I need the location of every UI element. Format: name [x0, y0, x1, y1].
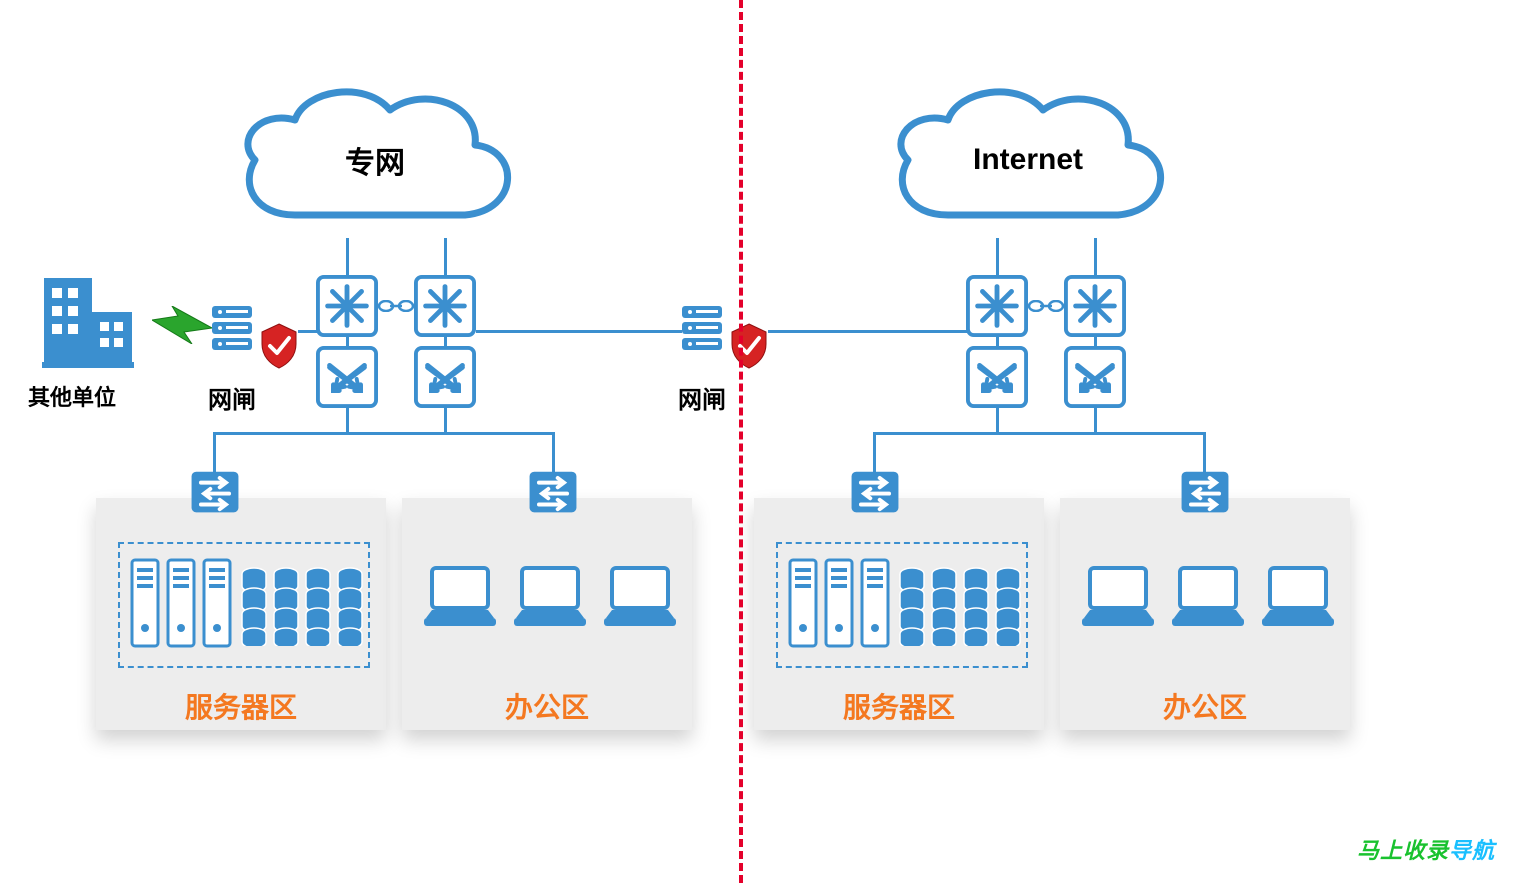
aggregation-switch-icon [1180, 470, 1230, 514]
connection-line [873, 432, 876, 472]
connection-line [1094, 406, 1097, 434]
left-gateway-label: 网闸 [208, 380, 256, 415]
connection-line [1203, 432, 1206, 472]
database-icon [930, 566, 958, 646]
external-org-label: 其他单位 [28, 380, 116, 412]
security-boundary-divider [739, 0, 743, 883]
database-icon [336, 566, 364, 646]
right-server-zone-label: 服务器区 [754, 686, 1044, 726]
core-switch-icon [1064, 346, 1126, 408]
core-switch-icon [316, 346, 378, 408]
core-switch-icon [966, 346, 1028, 408]
connection-line [996, 406, 999, 434]
laptop-icon [1260, 562, 1336, 632]
right-ha-link-icon [1028, 300, 1064, 312]
external-org-building-icon [32, 268, 142, 368]
server-icon [166, 558, 196, 648]
connection-line [213, 432, 216, 472]
diagram-canvas: 专网 其他单位 网闸 服务器区 办公区 Internet 网闸 服务器区 办公区 [0, 0, 1515, 883]
connection-line [768, 330, 968, 333]
laptop-icon [1080, 562, 1156, 632]
connection-line [346, 406, 349, 434]
connection-line [873, 432, 1205, 435]
database-icon [304, 566, 332, 646]
cloud-private-label: 专网 [225, 75, 525, 245]
server-icon [860, 558, 890, 648]
router-icon [414, 275, 476, 337]
server-icon [202, 558, 232, 648]
router-icon [1064, 275, 1126, 337]
connection-line [213, 432, 555, 435]
aggregation-switch-icon [190, 470, 240, 514]
left-shield-icon [258, 322, 300, 370]
database-icon [240, 566, 268, 646]
database-icon [272, 566, 300, 646]
right-shield-icon [728, 322, 770, 370]
server-icon [788, 558, 818, 648]
laptop-icon [602, 562, 678, 632]
aggregation-switch-icon [850, 470, 900, 514]
laptop-icon [512, 562, 588, 632]
connection-line [444, 406, 447, 434]
connection-line [476, 330, 682, 333]
left-gateway-stack-icon [210, 302, 254, 362]
router-icon [966, 275, 1028, 337]
aggregation-switch-icon [528, 470, 578, 514]
cloud-internet: Internet [878, 75, 1178, 245]
cloud-private-network: 专网 [225, 75, 525, 245]
database-icon [962, 566, 990, 646]
right-office-zone-label: 办公区 [1060, 686, 1350, 726]
left-server-zone-label: 服务器区 [96, 686, 386, 726]
right-gateway-stack-icon [680, 302, 724, 362]
server-icon [824, 558, 854, 648]
server-icon [130, 558, 160, 648]
database-icon [994, 566, 1022, 646]
laptop-icon [422, 562, 498, 632]
core-switch-icon [414, 346, 476, 408]
left-ha-link-icon [378, 300, 414, 312]
right-gateway-label: 网闸 [678, 380, 726, 415]
router-icon [316, 275, 378, 337]
left-office-zone-label: 办公区 [402, 686, 692, 726]
database-icon [898, 566, 926, 646]
cloud-internet-label: Internet [878, 75, 1178, 245]
connection-line [298, 330, 318, 333]
laptop-icon [1170, 562, 1246, 632]
connection-line [552, 432, 555, 472]
lightning-bolt-icon [152, 306, 212, 344]
